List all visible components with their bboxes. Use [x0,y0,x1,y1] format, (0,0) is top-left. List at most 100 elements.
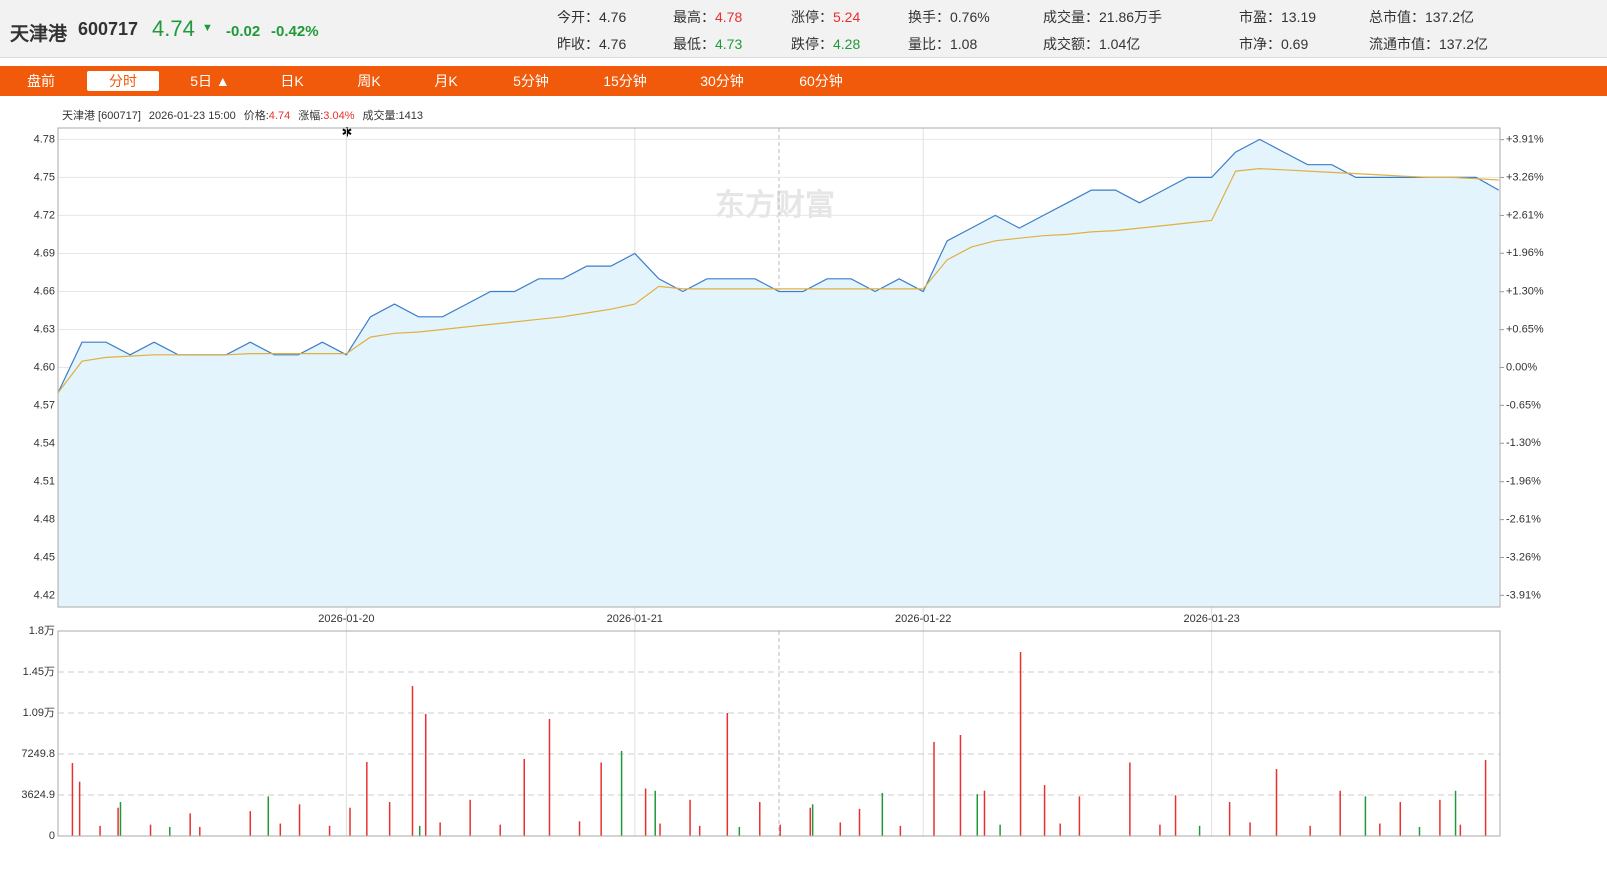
volume-bar [99,825,101,836]
stat: 市净：0.69 [1239,34,1308,54]
volume-bar [1379,823,1381,836]
y-tick-label: 3624.9 [21,789,55,801]
tab[interactable]: 5日 ▲ [190,73,230,89]
volume-bar [779,824,781,836]
stat-label: 市净： [1239,36,1281,52]
stat-label: 成交量： [1043,9,1099,25]
stat-value: 137.2亿 [1439,36,1489,52]
volume-bar [1275,769,1278,836]
y2-tick-label: +0.65% [1506,324,1544,336]
tab[interactable]: 5分钟 [513,73,549,89]
quote-header: 天津港 600717 4.74 ▼ -0.02 -0.42% 今开：4.76 昨收… [0,0,1607,58]
stat-label: 成交额： [1043,36,1099,52]
watermark: 东方财富 [715,188,835,222]
volume-bar [548,718,551,836]
volume-bar [349,807,351,836]
y-tick-label: 4.51 [34,475,55,487]
volume-bar [149,824,152,836]
volume-bar [169,826,171,836]
tab-bar: 盘前 分时 5日 ▲ 日K 周K 月K 5分钟 15分钟 30分钟 60分钟 [0,66,1607,96]
tab[interactable]: 周K [357,73,381,89]
y2-tick-label: 0.00% [1506,361,1537,373]
y2-tick-label: -2.61% [1506,513,1541,525]
stat-value: 5.24 [833,9,861,25]
y-tick-label: 1.45万 [23,666,55,678]
info-price_label: 价格: [244,108,269,122]
tab[interactable]: 盘前 [27,73,55,89]
y-tick-label: 4.54 [34,437,55,449]
volume-bar [1399,802,1402,836]
volume-bar [1249,822,1251,836]
stat: 总市值：137.2亿 [1369,7,1474,27]
y2-tick-label: +2.61% [1506,209,1544,221]
volume-bar [469,799,471,836]
volume-bar [523,758,525,836]
y-tick-label: 4.42 [34,590,55,602]
tab[interactable]: 日K [280,73,304,89]
volume-bar [659,823,661,836]
volume-bar [726,712,729,836]
stat-value: 4.73 [715,36,743,52]
plot-frame [57,630,1501,837]
volume-bar [439,822,441,836]
stat: 昨收：4.76 [557,34,626,54]
y-tick-label: 1.8万 [29,625,55,637]
volume-bar [249,811,252,836]
change: -0.02 [226,23,261,40]
volume-bar [1059,823,1061,836]
y-tick-label: 4.60 [34,361,55,373]
price: 4.74 [152,16,195,41]
volume-bar [1078,796,1081,836]
y-tick-label: 4.75 [34,171,55,183]
y2-tick-label: -1.96% [1506,476,1541,488]
volume-bar [759,802,761,836]
volume-bar [1043,785,1046,836]
stat: 涨停：5.24 [791,7,860,27]
volume-bar [328,825,331,836]
tab[interactable]: 60分钟 [799,73,843,89]
y2-tick-label: +1.96% [1506,247,1544,259]
volume-bar [999,824,1001,836]
volume-bar [858,808,861,836]
stat: 市盈：13.19 [1239,7,1316,27]
stat-label: 换手： [908,9,950,25]
volume-bar [839,822,842,836]
stat-value: 4.78 [715,9,743,25]
stat-label: 今开： [557,9,599,25]
tab[interactable]: 分时 [87,71,159,91]
stat: 今开：4.76 [557,7,626,27]
info-line: 天津港 [600717] 2026-01-23 15:00 价格:4.74 涨幅:3.… [62,108,423,122]
volume-bar [881,793,884,836]
volume-bar [809,807,811,836]
volume-bar [620,751,623,836]
volume-bar [1459,824,1462,836]
stat-label: 总市值： [1369,9,1425,25]
x-tick-label: 2026-01-23 [1183,613,1239,625]
stat: 流通市值：137.2亿 [1369,34,1488,54]
stat-value: 137.2亿 [1425,9,1475,25]
avg-line [57,167,1499,394]
stat: 成交额：1.04亿 [1043,34,1140,54]
tab[interactable]: 15分钟 [603,73,647,89]
volume-bar [1174,795,1177,836]
price-area [58,139,1499,607]
volume-bar [976,794,979,836]
volume-bar [71,763,74,836]
info-volume_label: 成交量: [362,108,398,122]
volume-bar [654,790,656,836]
volume-bar [689,799,691,836]
volume-bar [424,713,427,836]
volume-bar [1129,762,1131,836]
x-tick-label: 2026-01-21 [607,613,663,625]
volume-bar [1364,796,1367,836]
y-tick-label: 7249.8 [21,748,55,760]
tab[interactable]: 月K [434,73,458,89]
tab[interactable]: 30分钟 [700,73,744,89]
volume-bar [738,826,741,836]
chart-area: 东方财富 ✱ 天津港 [600717] 2026-01-23 15:00 价格:4.… [21,108,1544,842]
info-change: 3.04% [323,110,354,122]
y-tick-label: 4.63 [34,323,55,335]
stock-code: 600717 [78,19,139,39]
volume-bar [279,823,282,836]
stat-value: 4.28 [833,36,861,52]
